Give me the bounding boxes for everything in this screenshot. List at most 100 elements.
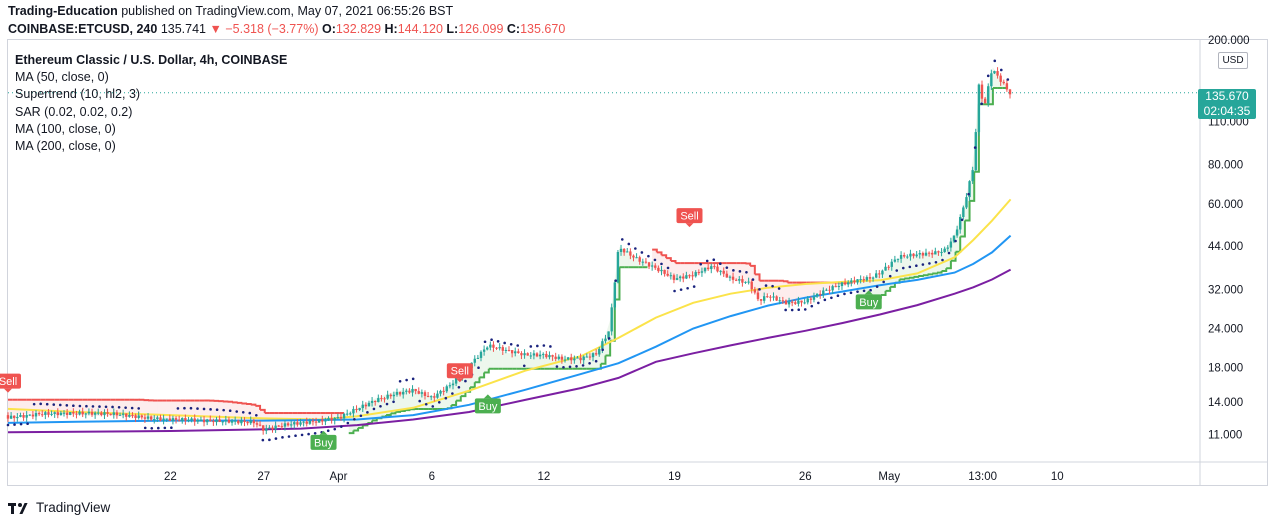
chart-frame[interactable] (7, 39, 1268, 486)
candle-body (16, 416, 19, 419)
candle-body (489, 344, 492, 348)
sar-dot (738, 270, 742, 273)
sar-dot (928, 262, 931, 265)
candle-body (918, 253, 921, 255)
x-tick-label: 22 (164, 471, 177, 483)
sar-dot (973, 146, 977, 149)
candle-body (65, 412, 69, 415)
supertrend-segment (614, 267, 621, 301)
candle-body (277, 425, 280, 427)
candle-body (187, 420, 190, 422)
candle-body (476, 357, 480, 359)
currency-button[interactable]: USD (1218, 52, 1248, 69)
candle-body (797, 300, 800, 304)
sar-dot (366, 411, 369, 414)
signal-pointer (455, 378, 464, 383)
legend-ma100[interactable]: MA (100, close, 0) (15, 121, 116, 136)
supertrend-fill (899, 258, 905, 280)
sar-dot (790, 308, 794, 312)
supertrend-fill (162, 400, 167, 419)
candle-body (734, 279, 738, 281)
candle-body (342, 413, 346, 419)
supertrend-segment (964, 200, 971, 222)
sar-dot (405, 378, 408, 382)
legend-ma50[interactable]: MA (50, close, 0) (15, 70, 109, 85)
supertrend-fill (992, 67, 998, 88)
candle-body (41, 414, 44, 416)
supertrend-segment (946, 260, 952, 270)
candle-body (868, 277, 872, 279)
legend-ma200[interactable]: MA (200, close, 0) (15, 139, 116, 154)
candle-body (430, 396, 433, 398)
footer[interactable]: TradingView (8, 500, 110, 515)
legend-sar[interactable]: SAR (0.02, 0.02, 0.2) (15, 104, 133, 119)
candle-body (37, 413, 41, 415)
candle-body (115, 412, 119, 416)
candle-body (28, 414, 31, 416)
supertrend-segment (880, 290, 887, 296)
signal-pointer (864, 290, 873, 295)
sar-dot (326, 429, 330, 433)
sar-dot (627, 242, 631, 246)
candle-body (974, 132, 977, 171)
sar-dot (666, 266, 670, 270)
candle-body (265, 428, 268, 431)
candle-body (492, 344, 495, 348)
sar-dot (653, 258, 657, 262)
candle-body (258, 424, 262, 426)
candle-body (622, 248, 626, 253)
candle-body (411, 388, 414, 393)
candle-body (647, 262, 651, 267)
sar-dot (817, 301, 820, 305)
supertrend-segment (778, 279, 784, 282)
y-tick-label: 14.000 (1208, 397, 1243, 409)
candle-body (694, 272, 697, 277)
supertrend-segment (885, 286, 892, 292)
supertrend-fill (806, 282, 811, 300)
supertrend-segment (918, 275, 924, 278)
candle-body (747, 281, 750, 283)
candle-body (629, 251, 632, 256)
high-label: H: (384, 22, 398, 36)
supertrend-fill (824, 282, 830, 290)
candle-body (563, 359, 567, 361)
candle-body (128, 415, 131, 417)
tradingview-logo-icon (8, 501, 30, 515)
candle-body (420, 392, 424, 394)
candle-body (934, 251, 937, 255)
candle-body (775, 296, 778, 301)
candle-body (762, 296, 766, 301)
candle-body (772, 296, 775, 298)
candle-body (205, 419, 209, 423)
legend-supertrend[interactable]: Supertrend (10, hl2, 3) (15, 87, 141, 102)
sar-dot (686, 286, 689, 290)
candle-body (268, 427, 271, 429)
candle-body (884, 266, 887, 271)
candle-body (706, 267, 710, 270)
sar-dot (823, 298, 827, 302)
candle-body (850, 280, 853, 283)
candle-body (666, 273, 669, 276)
sar-dot (255, 413, 258, 417)
sar-dot (712, 258, 716, 262)
candle-body (184, 417, 187, 421)
sar-dot (725, 266, 729, 269)
candle-body (280, 426, 284, 428)
candle-body (790, 301, 794, 303)
candle-body (361, 404, 364, 409)
supertrend-segment (754, 273, 761, 281)
candle-body (286, 423, 290, 426)
candle-body (781, 300, 785, 302)
candle-body (72, 412, 75, 414)
candle-body (787, 301, 791, 305)
supertrend-fill (932, 252, 937, 274)
supertrend-fill (213, 400, 219, 419)
supertrend-fill (516, 354, 522, 369)
candle-body (498, 347, 501, 349)
sar-dot (45, 402, 49, 406)
candle-body (333, 418, 336, 421)
candle-body (50, 413, 53, 415)
candle-body (896, 258, 900, 260)
supertrend-fill (502, 351, 508, 369)
